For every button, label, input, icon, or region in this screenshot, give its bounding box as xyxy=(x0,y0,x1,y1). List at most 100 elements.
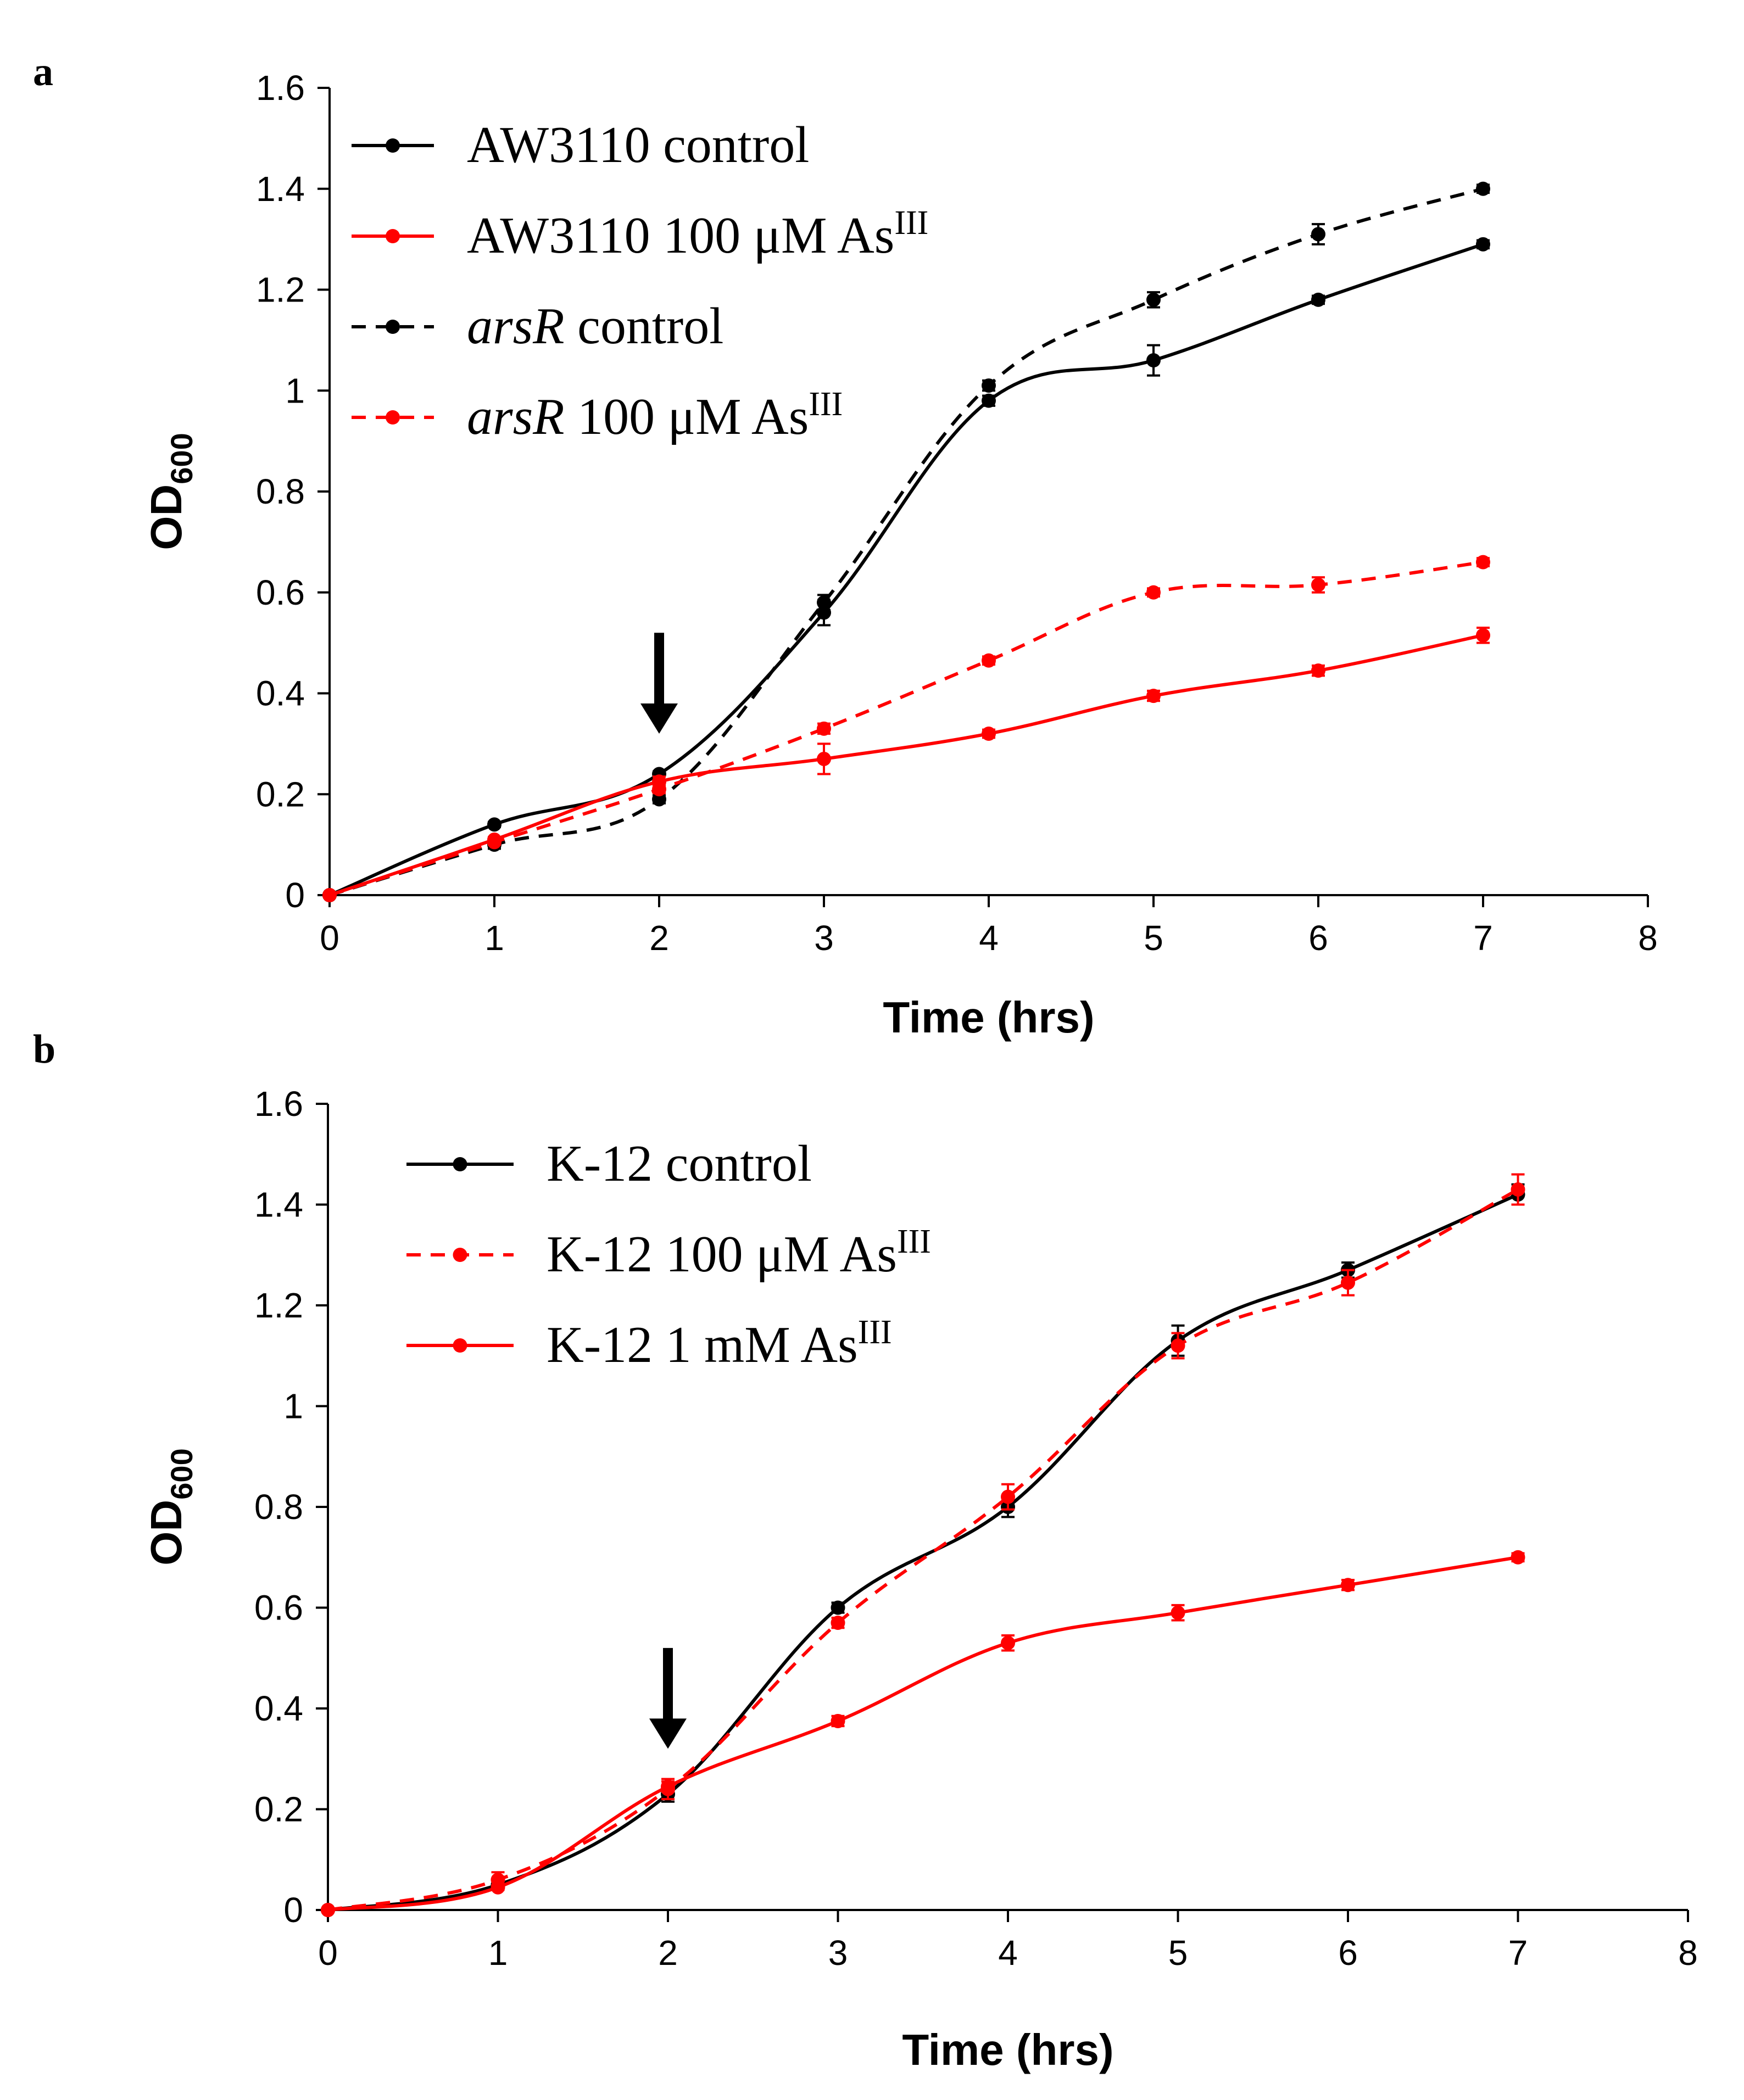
legend-marker xyxy=(453,1248,467,1262)
data-point xyxy=(1476,237,1490,252)
y-tick-label: 0.8 xyxy=(254,1487,303,1527)
series-line xyxy=(329,560,1484,897)
y-tick-label: 1.4 xyxy=(254,1185,303,1225)
data-point xyxy=(1341,1275,1355,1290)
legend-label: AW3110 control xyxy=(467,116,809,174)
data-point xyxy=(321,1903,335,1917)
legend-label: AW3110 100 μM AsIII xyxy=(467,204,928,264)
series-line xyxy=(329,633,1484,897)
series-line xyxy=(328,242,1484,897)
data-point xyxy=(1311,292,1325,307)
y-tick-label: 0.2 xyxy=(256,774,305,814)
data-point xyxy=(1341,1578,1355,1593)
data-point xyxy=(1476,555,1490,569)
data-point xyxy=(1311,663,1325,678)
x-tick-label: 1 xyxy=(488,1933,508,1973)
legend-label: K-12 control xyxy=(547,1135,812,1192)
legend-label-part: III xyxy=(809,386,843,423)
data-point xyxy=(1476,181,1490,196)
y-tick-label: 1 xyxy=(285,371,305,410)
panel-a-label: a xyxy=(33,49,53,94)
legend-marker xyxy=(386,410,400,425)
x-tick-label: 7 xyxy=(1508,1933,1528,1973)
data-point xyxy=(1001,1635,1015,1650)
y-tick-label: 0.4 xyxy=(254,1689,303,1728)
data-point xyxy=(831,1713,845,1728)
legend-marker xyxy=(386,229,400,243)
arrow-head xyxy=(649,1718,687,1749)
series-line xyxy=(327,1188,1519,1912)
series-line xyxy=(327,1193,1519,1912)
data-point xyxy=(487,817,502,832)
data-point xyxy=(817,595,831,610)
data-point xyxy=(831,1600,845,1615)
data-point xyxy=(982,653,996,668)
data-point xyxy=(1311,577,1325,592)
x-tick-label: 3 xyxy=(814,918,834,958)
x-tick-label: 4 xyxy=(979,918,999,958)
legend-label-part: arsR xyxy=(467,388,565,445)
data-point xyxy=(831,1616,845,1630)
y-tick-label: 1.4 xyxy=(256,169,305,209)
data-point xyxy=(1146,689,1161,703)
legend-label-part: K-12 control xyxy=(547,1135,812,1192)
x-tick-label: 5 xyxy=(1144,918,1163,958)
legend-marker xyxy=(453,1157,467,1171)
series-line xyxy=(329,187,1484,897)
x-axis-title: Time (hrs) xyxy=(902,2025,1113,2074)
y-tick-label: 0.8 xyxy=(256,472,305,511)
x-tick-label: 8 xyxy=(1638,918,1658,958)
legend-label-part: III xyxy=(897,1223,931,1260)
data-point xyxy=(1311,227,1325,242)
x-tick-label: 6 xyxy=(1308,918,1328,958)
x-tick-label: 1 xyxy=(484,918,504,958)
y-tick-label: 0.2 xyxy=(254,1790,303,1829)
legend-marker xyxy=(453,1338,467,1353)
chart-panel-b: 0 0.2 0.4 0.6 0.8 1 1.2 1.4 1.6 0 1 2 3 4 5 6 7 8 Time (hr… xyxy=(142,1084,1698,2074)
legend-label-part: 100 μM As xyxy=(565,388,809,445)
y-tick-label: 0.6 xyxy=(256,573,305,612)
data-point xyxy=(491,1880,505,1895)
x-axis-title: Time (hrs) xyxy=(883,993,1094,1042)
x-tick-label: 6 xyxy=(1338,1933,1358,1973)
arrow-head xyxy=(640,703,678,734)
x-tick-label: 2 xyxy=(658,1933,678,1973)
data-point xyxy=(661,1779,675,1794)
data-point xyxy=(1146,585,1161,600)
y-tick-label: 1.6 xyxy=(254,1084,303,1124)
y-axis-title-subscript: 600 xyxy=(164,433,199,484)
y-tick-label: 1.2 xyxy=(256,270,305,310)
data-point xyxy=(982,727,996,741)
data-point xyxy=(817,751,831,766)
series-line xyxy=(327,1555,1518,1912)
y-tick-label: 0 xyxy=(285,875,305,915)
legend-marker xyxy=(386,320,400,334)
data-point xyxy=(817,721,831,736)
legend-label-part: control xyxy=(565,298,724,355)
data-point xyxy=(1171,1338,1185,1353)
y-axis-title-main: OD xyxy=(142,484,191,550)
legend-label-part: arsR xyxy=(467,298,565,355)
x-tick-label: 3 xyxy=(828,1933,848,1973)
x-tick-label: 2 xyxy=(649,918,669,958)
y-tick-label: 1.2 xyxy=(254,1286,303,1325)
data-point xyxy=(982,393,996,408)
data-point xyxy=(1476,628,1490,643)
y-tick-label: 0 xyxy=(283,1890,303,1930)
y-tick-label: 0.6 xyxy=(254,1588,303,1628)
y-axis-title: OD600 xyxy=(142,1448,199,1565)
legend-label-part: AW3110 control xyxy=(467,116,809,174)
x-tick-label: 8 xyxy=(1678,1933,1698,1973)
y-tick-label: 0.4 xyxy=(256,674,305,713)
legend-label-part: III xyxy=(858,1314,892,1351)
legend-label-part: K-12 100 μM As xyxy=(547,1226,897,1283)
chart-panel-a: 0 0.2 0.4 0.6 0.8 1 1.2 1.4 1.6 0 1 2 3 4 5 6 7 8 Time (hr… xyxy=(142,68,1658,1042)
x-tick-label: 7 xyxy=(1473,918,1493,958)
y-tick-label: 1.6 xyxy=(256,68,305,108)
y-axis-title-subscript: 600 xyxy=(164,1448,199,1499)
x-tick-label: 0 xyxy=(318,1933,338,1973)
y-axis-title-main: OD xyxy=(142,1500,191,1566)
data-point xyxy=(1001,1489,1015,1504)
data-point xyxy=(1146,353,1161,368)
y-axis-title: OD600 xyxy=(142,433,199,550)
